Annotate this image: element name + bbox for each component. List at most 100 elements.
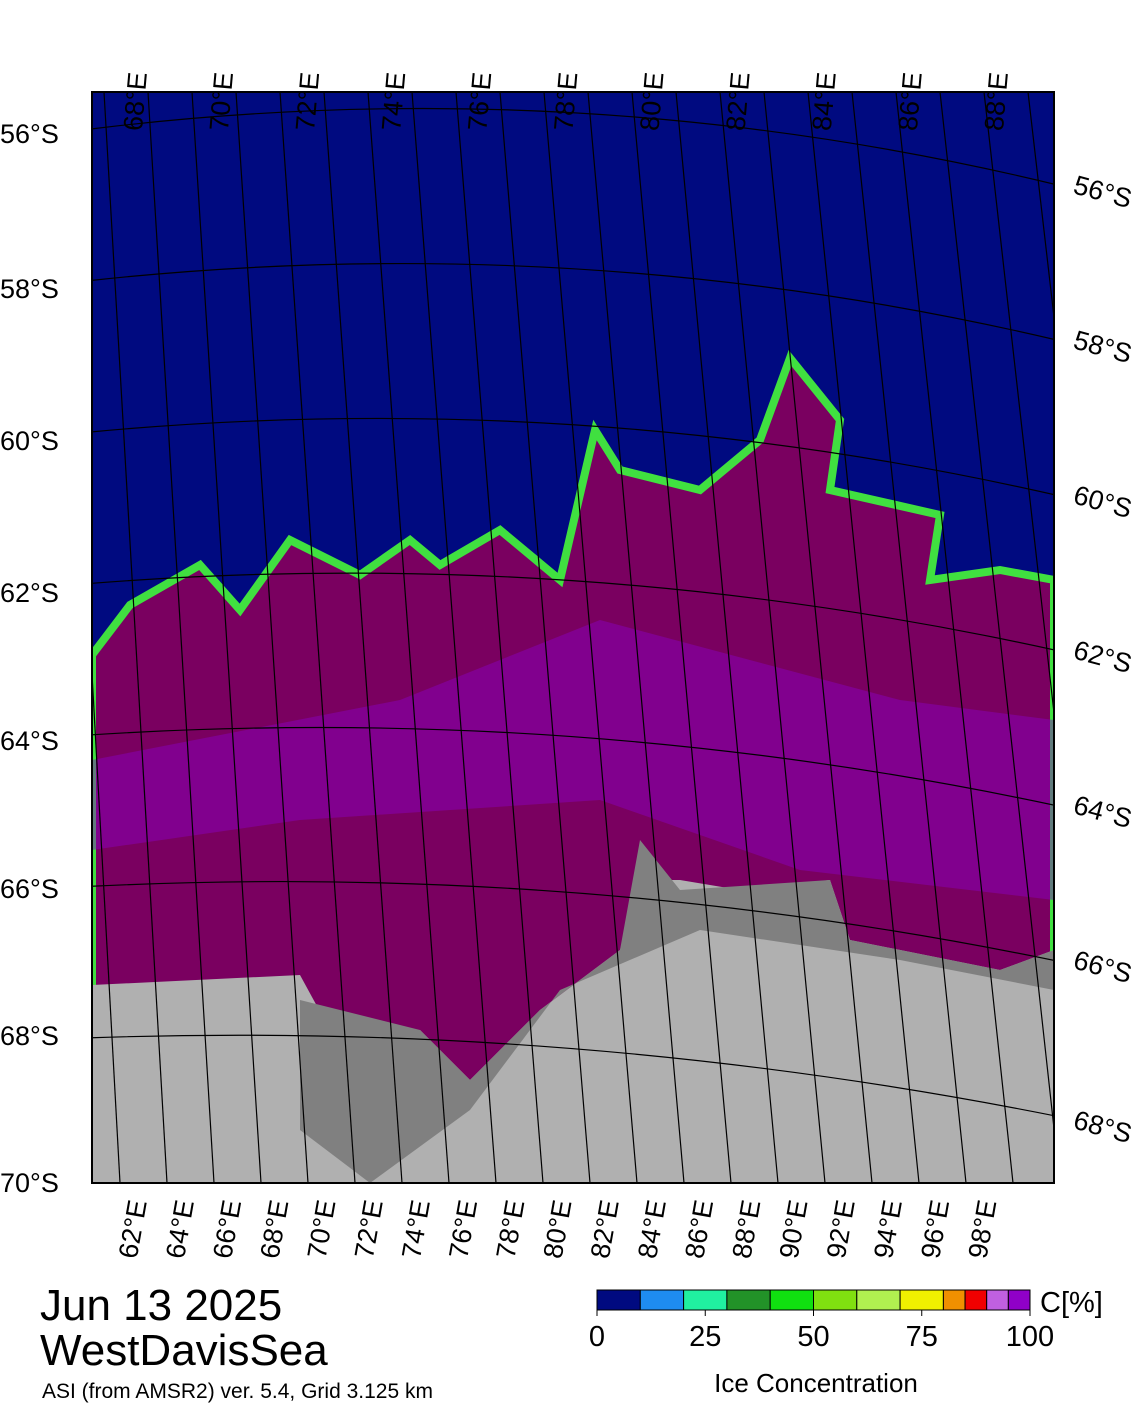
lon-label: 76°E: [443, 1198, 483, 1261]
parallel: [92, 262, 1054, 340]
lon-label: 68°E: [118, 71, 153, 132]
colorbar-tick-label: 75: [906, 1321, 938, 1353]
lat-label: 60°S: [1070, 480, 1135, 524]
lon-label: 70°E: [302, 1198, 342, 1261]
lon-label: 64°E: [160, 1198, 200, 1261]
meridian: [191, 92, 262, 1183]
lon-label: 72°E: [290, 71, 325, 132]
lat-label: 58°S: [1070, 325, 1135, 369]
meridian: [939, 92, 1054, 1134]
meridian: [983, 92, 1054, 719]
lon-label: 70°E: [204, 71, 239, 132]
lon-label: 74°E: [396, 1198, 436, 1261]
colorbar-title: Ice Concentration: [714, 1368, 918, 1398]
meridian: [1027, 92, 1054, 323]
lat-label: 56°S: [0, 119, 59, 149]
meridian: [367, 92, 450, 1183]
ice-variation: [92, 620, 1054, 900]
lon-label: 68°E: [255, 1198, 295, 1261]
meridian: [323, 92, 403, 1183]
meridian: [631, 92, 732, 1183]
lon-label: 98°E: [963, 1198, 1003, 1261]
lon-label: 92°E: [821, 1198, 861, 1261]
lat-label: 70°S: [0, 1168, 59, 1198]
lon-label: 66°E: [207, 1198, 247, 1261]
meridian: [235, 92, 309, 1183]
lon-label: 82°E: [721, 71, 756, 132]
meridian: [675, 92, 779, 1183]
lat-label: 56°S: [1070, 170, 1135, 214]
lon-label: 80°E: [538, 1198, 578, 1261]
parallel: [92, 726, 1054, 806]
lon-label: 72°E: [349, 1198, 389, 1261]
lon-label: 62°E: [113, 1198, 153, 1261]
colorbar-bin: [813, 1289, 858, 1311]
source: ASI (from AMSR2) ver. 5.4, Grid 3.125 km: [42, 1380, 433, 1403]
lon-label: 86°E: [679, 1198, 719, 1261]
colorbar-bin: [726, 1289, 771, 1311]
colorbar-bin: [942, 1289, 966, 1311]
colorbar-tick-label: 0: [589, 1321, 605, 1353]
lat-label: 64°S: [0, 726, 59, 756]
lat-label: 58°S: [0, 274, 59, 304]
lon-label: 90°E: [774, 1198, 814, 1261]
lon-label: 84°E: [807, 71, 842, 132]
lon-label: 74°E: [376, 71, 411, 132]
colorbar-tick-label: 100: [1006, 1321, 1054, 1353]
lat-label: 66°S: [0, 874, 59, 904]
meridian: [411, 92, 497, 1183]
meridian: [279, 92, 356, 1183]
parallel: [92, 107, 1054, 185]
meridian: [719, 92, 826, 1183]
meridian: [763, 92, 873, 1183]
colorbar-bin: [683, 1289, 728, 1311]
lat-label: 66°S: [1070, 945, 1135, 989]
colorbar-bin: [639, 1289, 685, 1311]
meridian: [103, 92, 168, 1183]
parallel: [92, 1034, 1054, 1117]
graticule: [92, 92, 1054, 1183]
lon-label: 76°E: [462, 71, 497, 132]
lon-label: 84°E: [632, 1198, 672, 1261]
map: [92, 92, 1054, 1183]
colorbar-bin: [856, 1289, 901, 1311]
colorbar-bin: [964, 1289, 988, 1311]
lon-label: 96°E: [915, 1198, 955, 1261]
colorbar-bin: [986, 1289, 1009, 1311]
meridian: [587, 92, 685, 1183]
meridian: [851, 92, 967, 1183]
lon-label: 82°E: [585, 1198, 625, 1261]
lon-label: 78°E: [548, 71, 583, 132]
lon-label: 86°E: [893, 71, 928, 132]
colorbar-bin: [769, 1289, 815, 1311]
region: WestDavisSea: [40, 1326, 328, 1375]
meridian: [807, 92, 920, 1183]
colorbar-tick-label: 25: [689, 1321, 721, 1353]
lon-label: 94°E: [868, 1198, 908, 1261]
colorbar-bin: [899, 1289, 944, 1311]
lat-label: 62°S: [0, 578, 59, 608]
lon-label: 88°E: [979, 71, 1014, 132]
lat-label: 62°S: [1070, 635, 1135, 679]
map-frame: [91, 91, 1055, 1184]
ice-shelf: [300, 840, 1054, 1183]
meridian: [92, 662, 121, 1183]
colorbar-tick-label: 50: [797, 1321, 829, 1353]
meridian: [455, 92, 544, 1183]
meridian: [543, 92, 638, 1183]
meridian: [895, 92, 1014, 1183]
date: Jun 13 2025: [40, 1281, 282, 1330]
colorbar-bin: [1007, 1289, 1031, 1311]
meridian: [147, 92, 215, 1183]
lat-label: 68°S: [0, 1021, 59, 1051]
colorbar-unit: C[%]: [1040, 1287, 1103, 1319]
colorbar-bin: [596, 1289, 641, 1311]
colorbar: 0 25 50 75 100: [589, 1289, 1054, 1353]
lat-label: 64°S: [1070, 790, 1135, 834]
lon-label: 78°E: [491, 1198, 531, 1261]
lon-label: 80°E: [635, 71, 670, 132]
meridian: [499, 92, 591, 1183]
lat-label: 60°S: [0, 426, 59, 456]
parallel: [92, 417, 1054, 496]
